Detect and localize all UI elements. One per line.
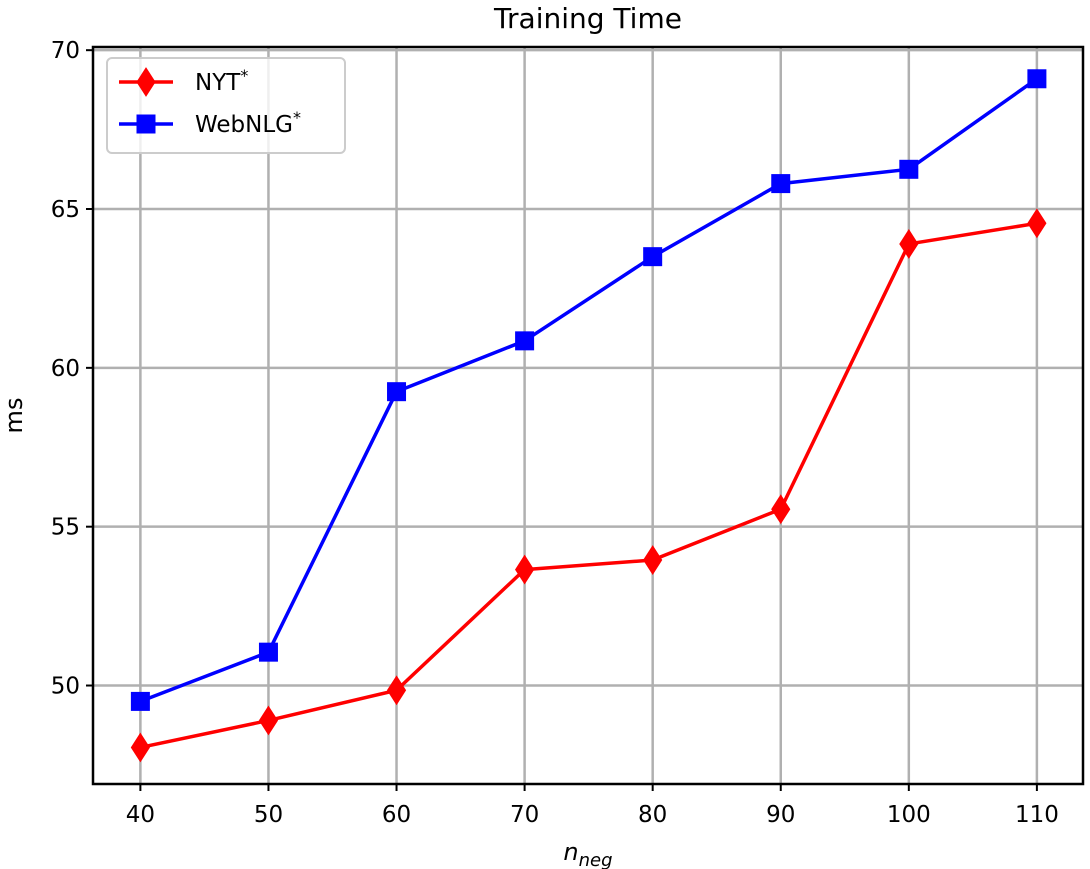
series-line-webnlg xyxy=(139,77,1038,704)
data-point-nyt xyxy=(515,554,535,585)
data-point-webnlg xyxy=(130,691,150,711)
legend-entry-webnlg: WebNLG* xyxy=(119,108,301,138)
y-tick-label: 65 xyxy=(51,197,80,223)
axis-ticks: 40 50 60 70 80 90 100 110 50 55 60 65 70 xyxy=(51,38,1059,828)
data-point-nyt xyxy=(386,675,407,706)
legend-label-superscript: * xyxy=(240,66,248,85)
chart-title: Training Time xyxy=(493,2,682,35)
series-nyt xyxy=(130,208,1047,763)
data-point-nyt xyxy=(771,494,791,525)
y-axis-title: ms xyxy=(0,398,28,434)
data-point-webnlg xyxy=(771,174,791,194)
legend-label-text: WebNLG xyxy=(195,112,293,138)
y-tick-label: 55 xyxy=(51,515,80,541)
legend-label-superscript: * xyxy=(293,108,301,127)
x-tick-label: 40 xyxy=(126,802,155,828)
x-tick-label: 60 xyxy=(382,802,411,828)
legend-marker-nyt xyxy=(136,67,156,97)
series-group xyxy=(130,69,1047,763)
legend-label-text: NYT xyxy=(195,70,241,96)
data-point-webnlg xyxy=(643,247,663,267)
y-tick-label: 60 xyxy=(51,356,80,382)
legend-entry-nyt: NYT* xyxy=(119,66,248,97)
x-axis-title-subscript: neg xyxy=(579,850,613,869)
x-axis-title: nneg xyxy=(563,838,612,869)
legend: NYT*WebNLG* xyxy=(106,57,346,154)
data-point-nyt xyxy=(130,732,150,763)
data-point-webnlg xyxy=(1027,69,1047,89)
data-point-webnlg xyxy=(515,331,535,351)
x-tick-label: 80 xyxy=(638,802,667,828)
x-tick-label: 110 xyxy=(1015,802,1059,828)
series-webnlg xyxy=(130,69,1047,711)
x-tick-label: 90 xyxy=(766,802,795,828)
x-axis-title-base: n xyxy=(563,838,578,866)
legend-marker-webnlg xyxy=(136,114,156,134)
data-point-nyt xyxy=(1027,208,1047,239)
data-point-nyt xyxy=(643,545,663,575)
y-tick-label: 50 xyxy=(51,674,80,700)
data-point-webnlg xyxy=(899,159,919,179)
data-point-webnlg xyxy=(258,642,278,662)
data-point-nyt xyxy=(899,229,919,259)
x-tick-label: 100 xyxy=(887,802,931,828)
legend-label-webnlg: WebNLG* xyxy=(195,108,301,138)
data-point-webnlg xyxy=(387,382,407,402)
x-tick-label: 70 xyxy=(510,802,539,828)
data-point-nyt xyxy=(258,705,279,736)
y-tick-label: 70 xyxy=(51,38,80,64)
grid xyxy=(93,47,1083,784)
plot-frame xyxy=(91,45,1085,786)
series-line-nyt xyxy=(140,221,1038,750)
x-tick-label: 50 xyxy=(254,802,283,828)
legend-label-nyt: NYT* xyxy=(195,66,248,96)
